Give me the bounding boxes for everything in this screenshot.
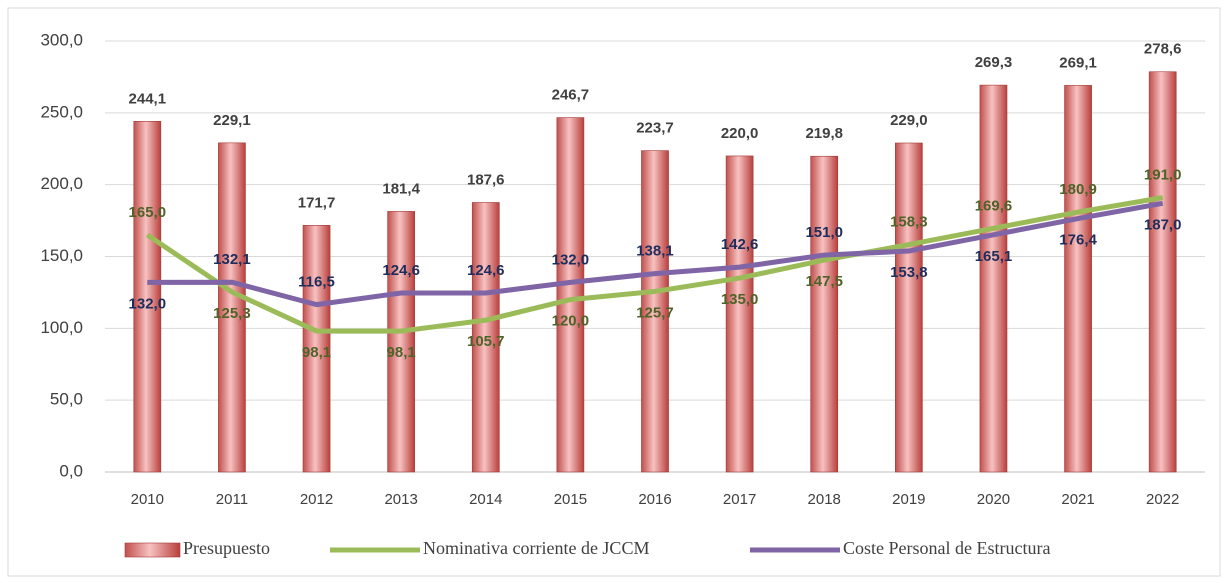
y-tick-label: 100,0 (40, 318, 83, 337)
bar-value-label: 269,1 (1059, 54, 1097, 71)
bar (218, 142, 246, 473)
line-value-label: 191,0 (1144, 167, 1182, 184)
bar (979, 84, 1008, 473)
bar (133, 121, 162, 473)
bar (556, 117, 585, 473)
line-value-label: 105,7 (467, 333, 505, 350)
line-value-label: 125,3 (213, 305, 251, 322)
bar-value-label: 278,6 (1144, 41, 1182, 58)
line-value-label: 180,9 (1059, 181, 1097, 198)
line-value-label: 147,5 (805, 273, 843, 290)
bar (810, 155, 839, 473)
line-series (145, 195, 1164, 334)
line-value-label: 165,1 (975, 248, 1013, 265)
line-value-label: 187,0 (1144, 216, 1182, 233)
line-value-label: 120,0 (552, 313, 590, 330)
line-value-label: 124,6 (467, 262, 505, 279)
bar (725, 155, 754, 473)
x-tick-label: 2016 (638, 491, 671, 508)
y-tick-label: 0,0 (59, 461, 83, 480)
x-tick-label: 2022 (1146, 491, 1179, 508)
x-tick-label: 2021 (1061, 491, 1094, 508)
bar-value-label: 220,0 (721, 125, 759, 142)
legend-label: Nominativa corriente de JCCM (423, 538, 649, 558)
line-value-label: 98,1 (302, 344, 331, 361)
legend-label: Coste Personal de Estructura (843, 538, 1050, 558)
x-tick-label: 2019 (892, 491, 925, 508)
x-tick-label: 2011 (216, 491, 248, 508)
x-tick-label: 2017 (723, 491, 756, 508)
y-tick-label: 50,0 (50, 390, 83, 409)
y-tick-label: 200,0 (40, 174, 83, 193)
bar-value-label: 219,8 (805, 125, 843, 142)
line-value-label: 153,8 (890, 264, 928, 281)
x-tick-label: 2013 (384, 491, 417, 508)
bar-value-label: 187,6 (467, 171, 505, 188)
line-value-label: 151,0 (805, 224, 843, 241)
bar-value-label: 246,7 (552, 87, 590, 104)
line-value-label: 132,1 (213, 251, 251, 268)
x-tick-label: 2018 (808, 491, 841, 508)
line-value-label: 98,1 (387, 344, 416, 361)
y-tick-label: 250,0 (40, 102, 83, 121)
bar (641, 150, 669, 473)
line-value-label: 124,6 (382, 262, 420, 279)
line-value-label: 135,0 (721, 291, 759, 308)
x-tick-label: 2020 (977, 491, 1010, 508)
x-tick-label: 2015 (554, 491, 587, 508)
bar (895, 142, 923, 473)
bar-value-label: 229,0 (890, 112, 928, 129)
chart-border (7, 7, 1221, 577)
bar (387, 211, 415, 473)
line-value-label: 138,1 (636, 243, 674, 260)
line-value-label: 158,3 (890, 214, 928, 231)
legend-swatch (124, 542, 181, 558)
line-value-label: 142,6 (721, 236, 759, 253)
legend-label: Presupuesto (183, 538, 270, 558)
x-tick-label: 2012 (300, 491, 333, 508)
bar-value-label: 244,1 (129, 90, 167, 107)
line-value-label: 176,4 (1059, 232, 1097, 249)
line-series (147, 200, 1164, 308)
bar (302, 225, 331, 473)
y-tick-label: 150,0 (40, 246, 83, 265)
line-value-label: 132,0 (552, 251, 590, 268)
x-tick-label: 2010 (131, 491, 164, 508)
bar-value-label: 229,1 (213, 112, 251, 129)
line-value-label: 132,0 (129, 295, 167, 312)
bar-value-label: 181,4 (382, 180, 420, 197)
line-value-label: 165,0 (129, 204, 167, 221)
bar (1148, 71, 1177, 473)
bar (1064, 85, 1092, 473)
line-value-label: 169,6 (975, 197, 1013, 214)
x-tick-label: 2014 (469, 491, 502, 508)
bar-value-label: 223,7 (636, 120, 674, 137)
bar (471, 202, 500, 473)
line-value-label: 125,7 (636, 304, 674, 321)
bar-value-label: 269,3 (975, 54, 1013, 71)
y-tick-label: 300,0 (40, 30, 83, 49)
line-value-label: 116,5 (298, 274, 335, 291)
bar-value-label: 171,7 (298, 194, 336, 211)
